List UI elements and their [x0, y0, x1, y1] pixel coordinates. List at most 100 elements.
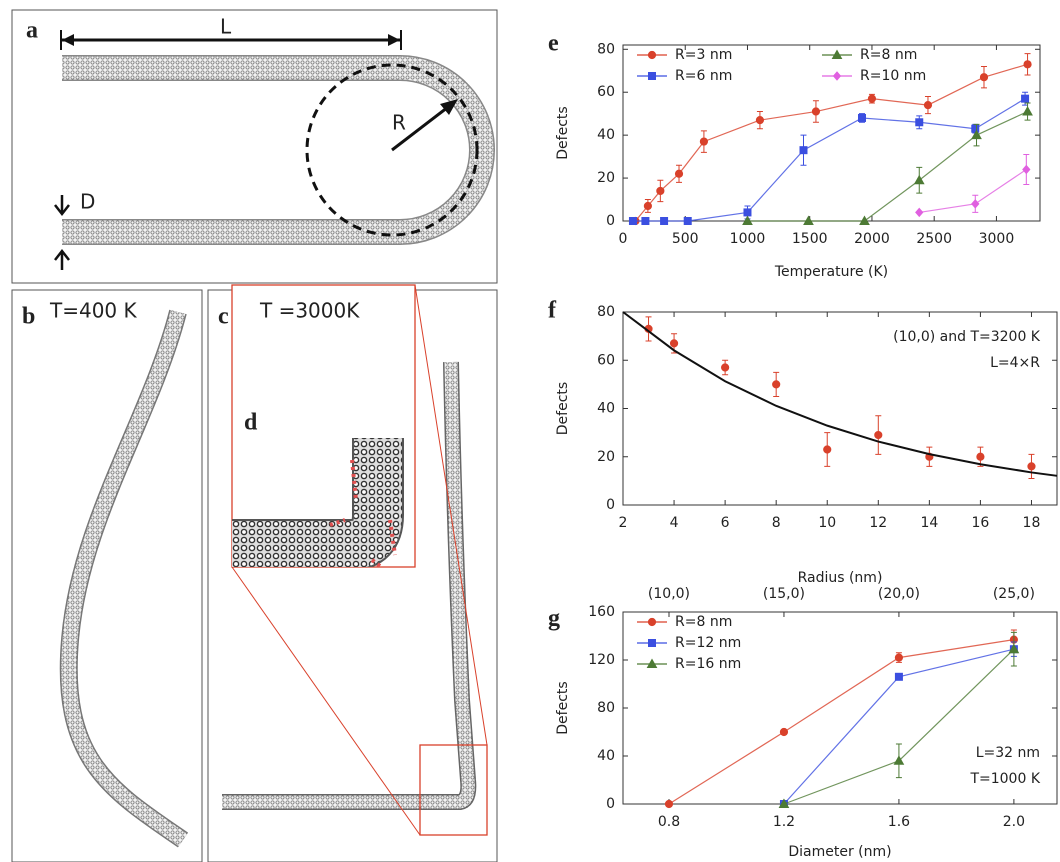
marker: [803, 215, 814, 225]
marker: [976, 452, 985, 461]
y-axis-label: Defects: [555, 106, 571, 159]
y-tick-label: 0: [606, 497, 615, 513]
marker: [778, 798, 790, 808]
marker: [1021, 94, 1030, 103]
marker: [1008, 643, 1020, 654]
x-tick-label: 3000: [979, 231, 1015, 247]
series-line: [668, 639, 1014, 805]
marker: [1023, 60, 1032, 69]
marker: [971, 124, 980, 133]
series-line: [747, 110, 1028, 222]
y-tick-label: 120: [588, 652, 615, 668]
marker: [721, 363, 730, 372]
x-tick-label: 2.0: [1003, 814, 1025, 830]
marker: [772, 380, 781, 389]
arrow-head: [440, 99, 458, 115]
marker: [1022, 164, 1031, 175]
y-tick-label: 20: [597, 449, 615, 465]
nanotube: [62, 55, 495, 245]
marker: [971, 199, 980, 209]
legend-label: R=8 nm: [860, 47, 917, 63]
marker: [643, 201, 652, 211]
y-tick-label: 60: [597, 352, 615, 368]
x-tick-label: 2500: [916, 231, 952, 247]
legend-label: R=10 nm: [860, 68, 926, 84]
panel-label: d: [244, 410, 258, 436]
x-axis-label: Temperature (K): [774, 264, 888, 280]
zoom-line: [231, 566, 421, 836]
y-tick-label: 20: [597, 170, 615, 186]
x-tick-label: 2: [619, 515, 628, 531]
nanotube-mesh: [62, 56, 494, 244]
x2-tick-label: (25,0): [993, 586, 1035, 602]
y-tick-label: 0: [606, 796, 615, 812]
annotation: T=1000 K: [969, 771, 1040, 787]
panel-c: c T =3000K d: [207, 284, 498, 862]
y-axis-label: Defects: [555, 382, 571, 435]
marker: [699, 137, 709, 146]
y-tick-label: 40: [597, 127, 615, 143]
marker: [979, 73, 989, 82]
marker: [823, 445, 832, 454]
series-line: [622, 311, 1058, 477]
marker: [742, 215, 753, 225]
nanotube-mesh: [61, 310, 188, 847]
x-tick-label: 1000: [730, 231, 766, 247]
marker: [1022, 106, 1033, 116]
length-label: L: [220, 15, 232, 39]
y-tick-label: 80: [597, 700, 615, 716]
zoom-line: [414, 284, 488, 746]
panel-a: a L R D: [11, 9, 498, 284]
x-tick-label: 0: [619, 231, 628, 247]
y-tick-label: 60: [597, 84, 615, 100]
series-line: [919, 168, 1027, 214]
marker: [874, 430, 883, 440]
marker: [641, 217, 650, 225]
x-tick-label: 14: [920, 515, 938, 531]
y-tick-label: 40: [597, 748, 615, 764]
frame: [11, 9, 498, 284]
marker: [915, 118, 924, 127]
x-tick-label: 6: [721, 515, 730, 531]
marker: [669, 339, 679, 348]
legend-label: R=8 nm: [675, 614, 732, 630]
marker: [857, 113, 866, 122]
diameter-label: D: [80, 190, 95, 214]
annotation: (10,0) and T=3200 K: [893, 329, 1041, 345]
inset-tube: [232, 438, 404, 567]
x-tick-label: 0.8: [658, 814, 680, 830]
legend-marker: [647, 617, 657, 627]
marker: [913, 174, 925, 185]
x-tick-label: 1500: [792, 231, 828, 247]
marker: [660, 217, 669, 225]
radius-circle: [305, 63, 479, 237]
y-axis-label: Defects: [555, 681, 571, 734]
legend-marker: [648, 639, 656, 647]
marker: [656, 186, 665, 196]
marker: [811, 107, 821, 116]
x-tick-label: 18: [1023, 515, 1041, 531]
legend-label: R=6 nm: [675, 68, 732, 84]
marker: [799, 146, 808, 155]
x2-tick-label: (20,0): [878, 586, 920, 602]
x2-tick-label: (15,0): [763, 586, 805, 602]
marker: [755, 116, 765, 125]
x-tick-label: 12: [869, 515, 887, 531]
marker: [923, 100, 933, 110]
legend-label: R=12 nm: [675, 635, 741, 651]
marker: [683, 217, 692, 225]
diameter-arrows: [54, 195, 70, 270]
nanotube-mesh: [232, 438, 402, 567]
temperature-label: T=400 K: [49, 299, 138, 323]
panel-label: f: [548, 298, 557, 324]
marker: [859, 215, 870, 225]
x2-tick-label: (10,0): [648, 586, 690, 602]
annotation: L=32 nm: [976, 745, 1040, 761]
y-tick-label: 160: [588, 604, 615, 620]
nanotube-mesh: [222, 361, 475, 809]
zoom-box: [419, 744, 488, 836]
legend-marker: [646, 658, 658, 668]
legend-marker: [648, 72, 656, 80]
marker: [915, 207, 924, 218]
